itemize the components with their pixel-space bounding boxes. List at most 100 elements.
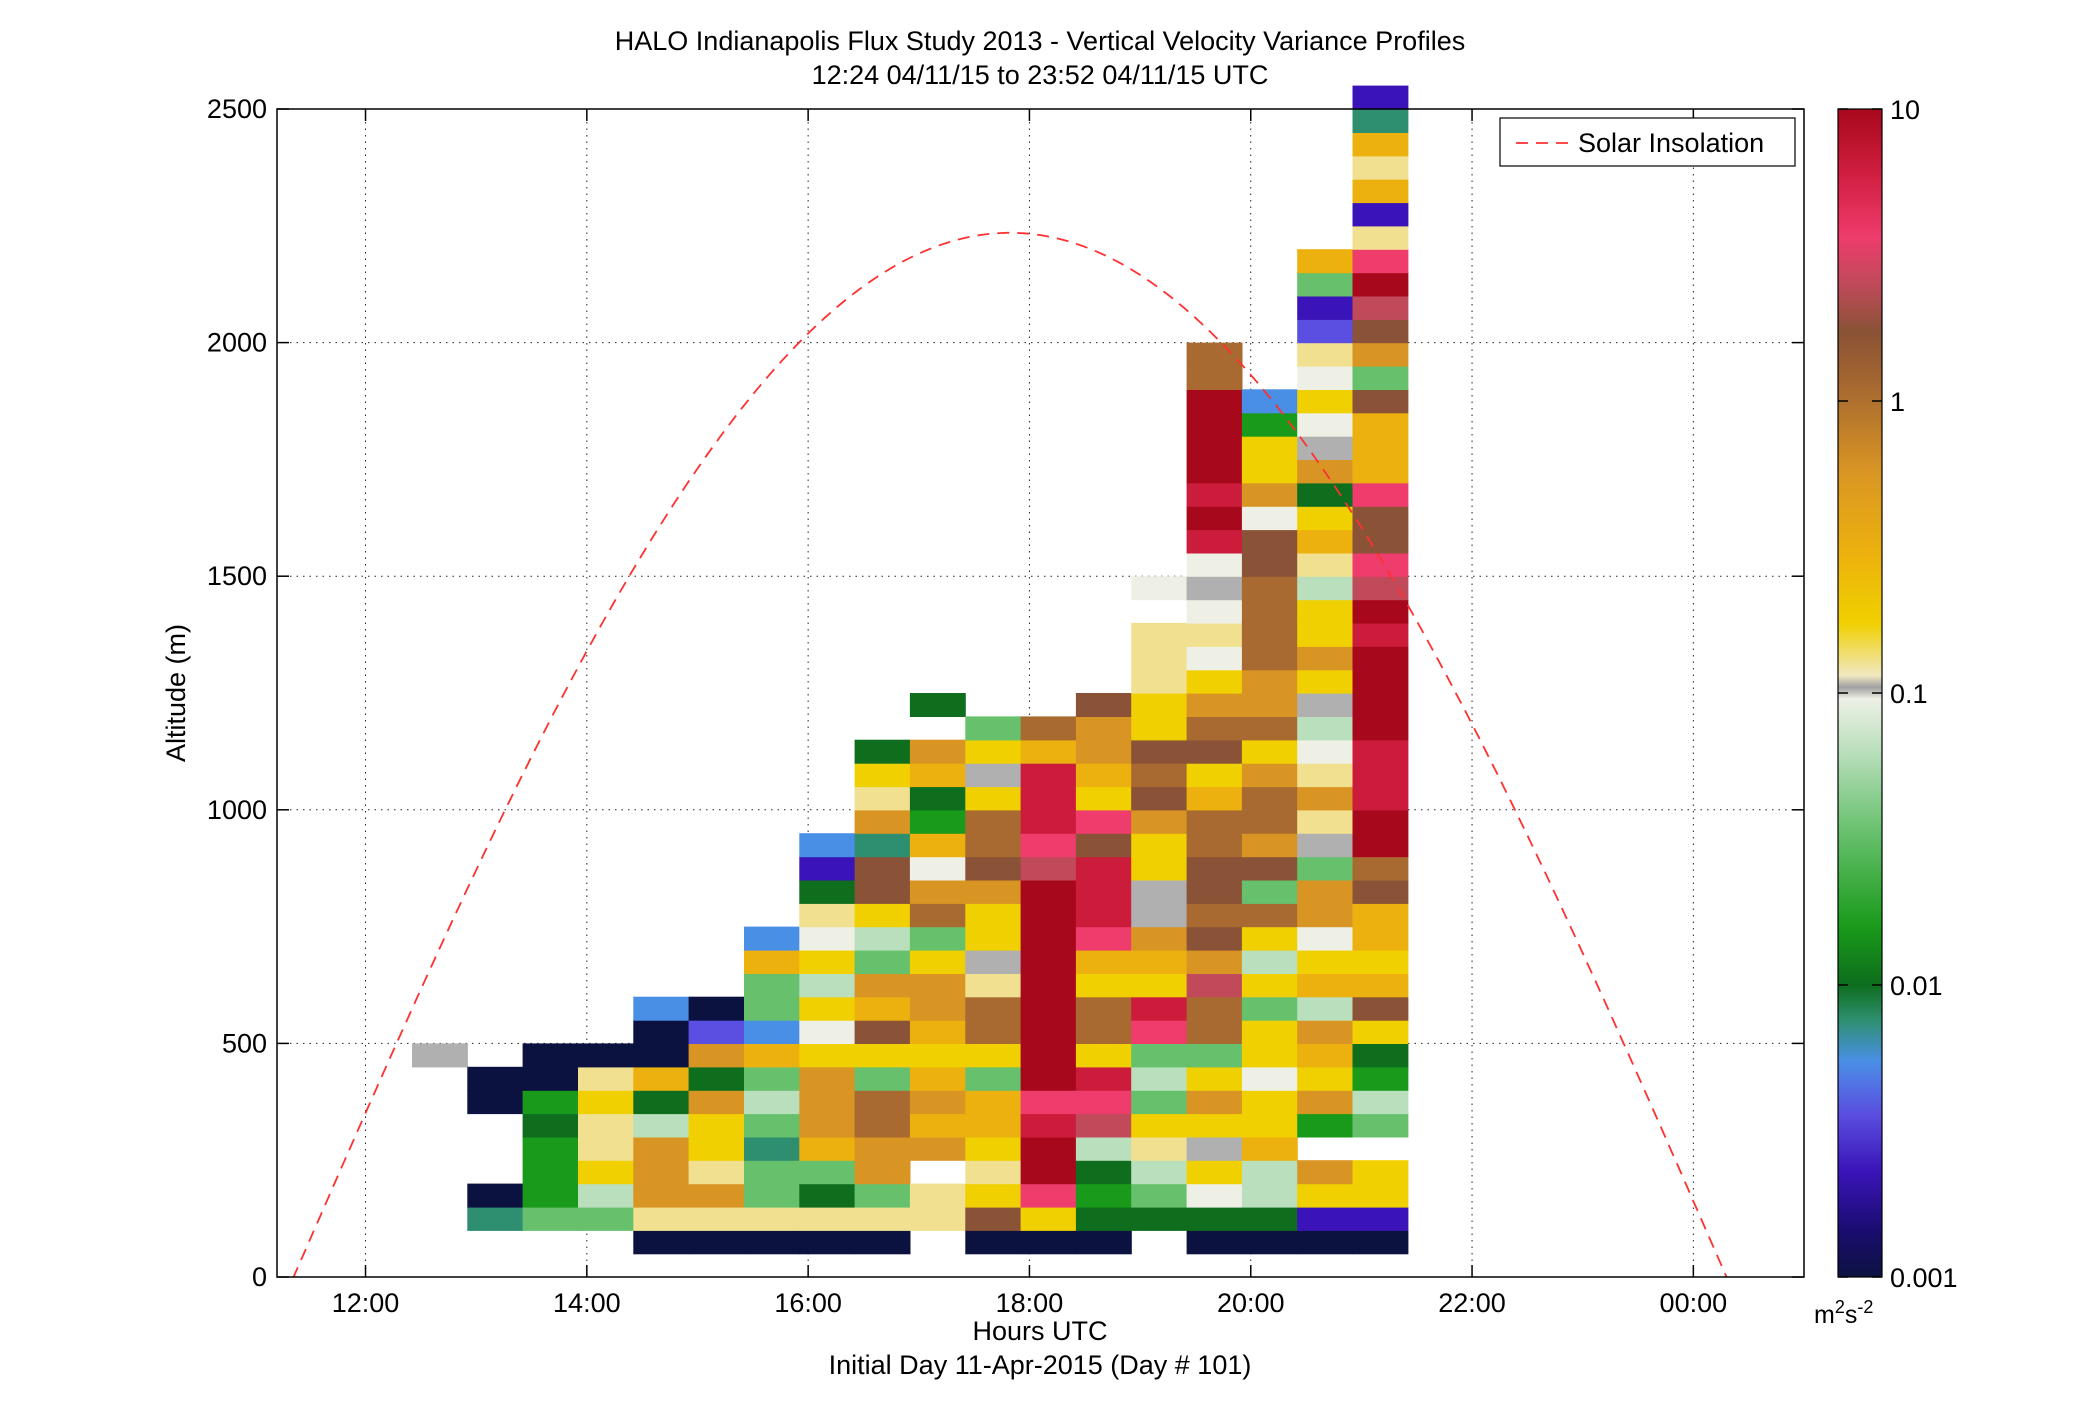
heatmap-cell [1131, 622, 1188, 647]
heatmap-cell [1075, 1066, 1132, 1091]
heatmap-cell [1297, 295, 1354, 320]
heatmap-cell [1297, 576, 1354, 601]
heatmap-cell [1297, 1090, 1354, 1115]
colorbar-unit: m2s-2 [1814, 1297, 1873, 1329]
heatmap-cell [799, 1230, 856, 1255]
heatmap-cell [1241, 856, 1298, 881]
heatmap-cell [854, 1206, 911, 1231]
heatmap-cell [1241, 786, 1298, 811]
heatmap-cell [909, 739, 966, 764]
heatmap-cell [1241, 879, 1298, 904]
heatmap-cell [1131, 1090, 1188, 1115]
x-tick-label-5: 22:00 [1438, 1288, 1506, 1318]
heatmap-cell [1020, 1230, 1077, 1255]
heatmap-cell [467, 1183, 524, 1208]
heatmap-cell [1241, 996, 1298, 1021]
heatmap-cell [965, 973, 1022, 998]
heatmap-cell [1020, 763, 1077, 788]
heatmap-cell [633, 1090, 690, 1115]
heatmap-cell [1186, 459, 1243, 484]
heatmap-cell [1352, 179, 1409, 204]
heatmap-cell [688, 1066, 745, 1091]
heatmap-cell [1075, 1090, 1132, 1115]
heatmap-cell [1020, 1020, 1077, 1044]
heatmap-cell [1297, 622, 1354, 647]
y-axis-label: Altitude (m) [161, 624, 191, 762]
heatmap-cell [1352, 436, 1409, 460]
heatmap-cell [1131, 763, 1188, 788]
heatmap-cell [1075, 1136, 1132, 1161]
heatmap-cell [1020, 1183, 1077, 1208]
heatmap-cell [1020, 996, 1077, 1021]
heatmap-cell [1352, 342, 1409, 367]
heatmap-cell [578, 1090, 634, 1115]
heatmap-cell [1352, 1020, 1409, 1044]
heatmap-cell [1186, 366, 1243, 390]
heatmap-cell [1131, 646, 1188, 671]
heatmap-cell [965, 950, 1022, 974]
heatmap-cell [1131, 903, 1188, 928]
heatmap-cell [799, 833, 856, 858]
y-axis-ticks: 0 500 1000 1500 2000 2500 [207, 94, 1804, 1292]
x-tick-label-4: 20:00 [1217, 1288, 1285, 1318]
y-tick-label-3: 1500 [207, 561, 267, 591]
heatmap-cell [1352, 693, 1409, 717]
heatmap-cell [522, 1113, 579, 1138]
heatmap-cell [799, 879, 856, 904]
y-tick-label-5: 2500 [207, 94, 267, 124]
heatmap-cell [1131, 879, 1188, 904]
heatmap-cell [1075, 739, 1132, 764]
heatmap-cell [1297, 482, 1354, 507]
heatmap-cell [1241, 926, 1298, 951]
heatmap-cell [1020, 903, 1077, 928]
heatmap-cell [1352, 833, 1409, 858]
heatmap-cell [909, 1043, 966, 1068]
heatmap-cell [1186, 856, 1243, 881]
heatmap-cell [1020, 1136, 1077, 1161]
heatmap-cell [1131, 693, 1188, 717]
heatmap-cell [965, 996, 1022, 1021]
heatmap-cell [1297, 272, 1354, 297]
heatmap-cell [1186, 1136, 1243, 1161]
heatmap-cell [854, 1020, 911, 1044]
heatmap-cell [1241, 482, 1298, 507]
heatmap-cell [1186, 996, 1243, 1021]
heatmap-cell [1241, 833, 1298, 858]
heatmap-cell [1131, 739, 1188, 764]
heatmap-cell [1352, 950, 1409, 974]
heatmap-cell [688, 1160, 745, 1185]
heatmap-cell [1352, 1160, 1409, 1185]
heatmap-cell [1297, 669, 1354, 694]
heatmap-cell [1131, 856, 1188, 881]
heatmap-cell [1131, 973, 1188, 998]
heatmap-cell [1075, 926, 1132, 951]
heatmap-cell [965, 1066, 1022, 1091]
heatmap-cell [522, 1136, 579, 1161]
heatmap-cell [688, 1113, 745, 1138]
heatmap-cell [1241, 599, 1298, 624]
heatmap-cell [1241, 973, 1298, 998]
heatmap-cell [1297, 693, 1354, 717]
x-tick-label-0: 12:00 [332, 1288, 400, 1318]
heatmap-cell [1075, 833, 1132, 858]
heatmap-cell [854, 950, 911, 974]
x-tick-label-6: 00:00 [1660, 1288, 1728, 1318]
heatmap-cell [633, 1136, 690, 1161]
heatmap-cell [1297, 412, 1354, 437]
heatmap-cell [1352, 132, 1409, 157]
heatmap-cell [1186, 1020, 1243, 1044]
heatmap-cell [1352, 763, 1409, 788]
heatmap-cell [1241, 1043, 1298, 1068]
heatmap-cell [1352, 155, 1409, 180]
colorbar-tick-label-1: 0.01 [1890, 971, 1943, 1001]
heatmap-cell [1186, 436, 1243, 460]
heatmap-cell [854, 926, 911, 951]
heatmap-cell [965, 833, 1022, 858]
heatmap-cell [522, 1090, 579, 1115]
heatmap-cell [1241, 412, 1298, 437]
heatmap-cell [799, 1136, 856, 1161]
heatmap-cell [1131, 926, 1188, 951]
heatmap-cell [1352, 1066, 1409, 1091]
heatmap-cell [467, 1206, 524, 1231]
chart-subtitle: 12:24 04/11/15 to 23:52 04/11/15 UTC [812, 60, 1269, 90]
